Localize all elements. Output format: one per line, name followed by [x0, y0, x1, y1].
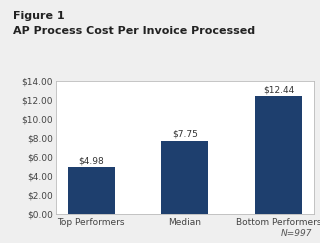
Text: $4.98: $4.98 — [78, 156, 104, 165]
Text: Figure 1: Figure 1 — [13, 11, 64, 21]
Bar — [255, 96, 302, 214]
Bar — [68, 167, 115, 214]
Text: N=997: N=997 — [281, 229, 312, 238]
Text: $12.44: $12.44 — [263, 86, 294, 95]
Bar — [161, 140, 208, 214]
Text: $7.75: $7.75 — [172, 130, 198, 139]
Text: AP Process Cost Per Invoice Processed: AP Process Cost Per Invoice Processed — [13, 26, 255, 35]
